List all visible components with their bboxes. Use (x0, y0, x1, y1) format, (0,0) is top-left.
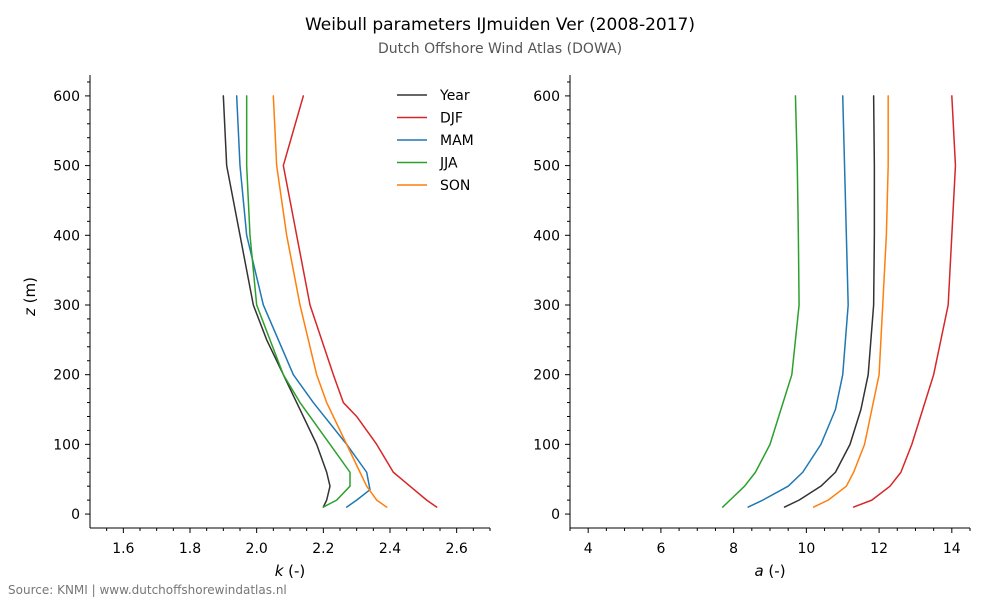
x-tick-label: 2.4 (379, 541, 401, 557)
series-line-djf-a (852, 95, 957, 508)
x-axis-unit: (-) (283, 562, 305, 580)
y-tick-label: 100 (53, 437, 80, 453)
series-line-djf-k (282, 95, 438, 508)
series-line-jja-a (721, 95, 800, 508)
legend-label-mam: MAM (440, 133, 474, 149)
x-tick-label: 2.0 (246, 541, 268, 557)
y-tick-label: 0 (71, 507, 80, 523)
legend-label-jja: JJA (439, 156, 458, 172)
legend: Year DJF MAM JJA SON (397, 88, 474, 194)
x-tick-label: 2.2 (312, 541, 334, 557)
y-tick-label: 300 (533, 298, 560, 314)
x-tick-label: 8 (729, 541, 738, 557)
x-tick-label: 6 (656, 541, 665, 557)
chart-subtitle: Dutch Offshore Wind Atlas (DOWA) (378, 41, 622, 57)
x-tick-label: 14 (943, 541, 961, 557)
k-panel: 0 100 200 300 400 500 600 1.6 1.8 2.0 2.2 2.4 2.6 k (… (21, 75, 491, 580)
y-tick-label: 400 (533, 228, 560, 244)
x-tick-label: 1.6 (112, 541, 134, 557)
y-tick-label: 100 (533, 437, 560, 453)
y-tick-label: 400 (53, 228, 80, 244)
series-line-son-k (272, 95, 388, 508)
x-axis-variable: a (754, 562, 763, 580)
y-tick-label: 600 (533, 89, 560, 105)
y-axis-label: z (m) (21, 277, 39, 317)
y-tick-label: 500 (53, 159, 80, 175)
series-line-year-k (222, 95, 331, 508)
legend-label-djf: DJF (440, 111, 463, 127)
y-tick-label: 500 (533, 159, 560, 175)
x-tick-label: 2.6 (446, 541, 468, 557)
x-tick-label: 1.8 (179, 541, 201, 557)
x-tick-label: 12 (870, 541, 888, 557)
y-tick-label: 600 (53, 89, 80, 105)
y-axis-variable: z (21, 307, 39, 317)
series-line-year-a (783, 95, 876, 508)
y-tick-label: 200 (533, 368, 560, 384)
legend-label-son: SON (440, 178, 470, 194)
y-tick-label: 0 (551, 507, 560, 523)
legend-label-year: Year (439, 88, 470, 104)
x-axis-variable: k (275, 562, 285, 580)
series-line-son-a (812, 95, 889, 508)
a-panel: 0 100 200 300 400 500 600 4 6 8 10 12 14 a (-) (533, 75, 971, 580)
series-line-mam-a (747, 95, 849, 508)
x-axis-label: a (-) (754, 562, 785, 580)
y-tick-label: 300 (53, 298, 80, 314)
y-axis-unit: (m) (21, 277, 39, 308)
x-axis-label: k (-) (275, 562, 306, 580)
x-axis-unit: (-) (764, 562, 786, 580)
series-line-jja-k (245, 95, 351, 508)
chart-title: Weibull parameters IJmuiden Ver (2008-20… (305, 15, 695, 35)
y-tick-label: 200 (53, 368, 80, 384)
x-tick-label: 4 (584, 541, 593, 557)
source-note: Source: KNMI | www.dutchoffshorewindatla… (8, 583, 287, 597)
x-tick-label: 10 (797, 541, 815, 557)
series-line-mam-k (235, 95, 371, 508)
